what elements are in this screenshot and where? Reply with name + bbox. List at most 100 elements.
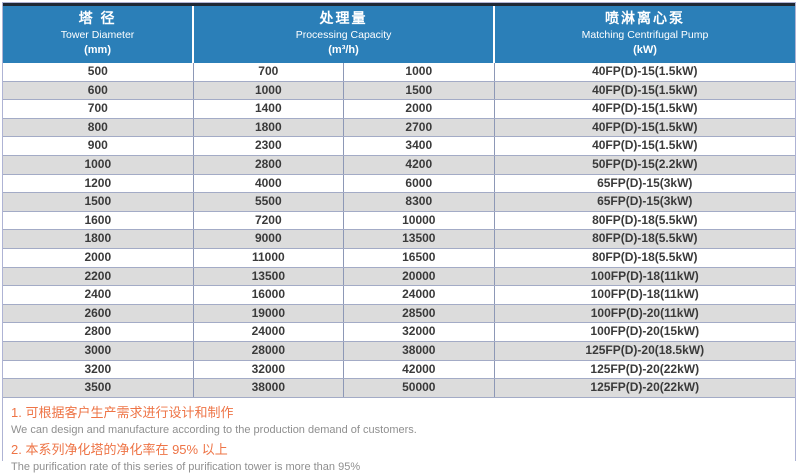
table-cell: 1400 (193, 99, 345, 119)
table-cell: 3200 (3, 360, 194, 380)
table-row: 1600 7200 10000 80FP(D)-18(5.5kW) (3, 211, 795, 231)
table-cell: 2300 (193, 136, 345, 156)
table-cell: 13500 (343, 229, 495, 249)
header-tower-diameter-unit: (mm) (84, 44, 111, 56)
table-row: 800 1800 2700 40FP(D)-15(1.5kW) (3, 118, 795, 138)
table-cell: 40FP(D)-15(1.5kW) (494, 63, 795, 82)
table-cell: 1800 (193, 118, 345, 138)
table-cell: 5500 (193, 192, 345, 212)
note-2-en: The purification rate of this series of … (11, 460, 361, 473)
note-1-en: We can design and manufacture according … (11, 423, 417, 436)
table-cell: 2600 (3, 304, 194, 324)
table-row: 1200 4000 6000 65FP(D)-15(3kW) (3, 174, 795, 194)
table-row: 2200 13500 20000 100FP(D)-18(11kW) (3, 267, 795, 287)
table-cell: 2200 (3, 267, 194, 287)
notes-section: 1. 可根据客户生产需求进行设计和制作 We can design and ma… (3, 397, 795, 474)
table-cell: 3500 (3, 378, 194, 398)
table-row: 1000 2800 4200 50FP(D)-15(2.2kW) (3, 155, 795, 175)
purification-tower-spec-table: 塔 径 Tower Diameter (mm) 处理量 Processing C… (3, 3, 795, 398)
table-cell: 80FP(D)-18(5.5kW) (494, 211, 795, 231)
header-centrifugal-pump-zh: 喷淋离心泵 (605, 10, 685, 26)
table-row: 700 1400 2000 40FP(D)-15(1.5kW) (3, 99, 795, 119)
table-cell: 40FP(D)-15(1.5kW) (494, 81, 795, 101)
header-tower-diameter: 塔 径 Tower Diameter (mm) (3, 3, 194, 63)
table-cell: 13500 (193, 267, 345, 287)
table-cell: 10000 (343, 211, 495, 231)
header-centrifugal-pump-unit: (kW) (633, 44, 657, 56)
table-cell: 100FP(D)-20(11kW) (494, 304, 795, 324)
table-cell: 600 (3, 81, 194, 101)
table-cell: 100FP(D)-18(11kW) (494, 285, 795, 305)
table-cell: 32000 (193, 360, 345, 380)
table-cell: 4000 (193, 174, 345, 194)
table-row: 2000 11000 16500 80FP(D)-18(5.5kW) (3, 248, 795, 268)
note-2-zh: 2. 本系列净化塔的净化率在 95% 以上 (11, 441, 228, 457)
header-processing-capacity: 处理量 Processing Capacity (m³/h) (192, 3, 495, 63)
note-2: 2. 本系列净化塔的净化率在 95% 以上 The purification r… (11, 442, 787, 474)
table-row: 2400 16000 24000 100FP(D)-18(11kW) (3, 285, 795, 305)
table-row: 2600 19000 28500 100FP(D)-20(11kW) (3, 304, 795, 324)
table-cell: 4200 (343, 155, 495, 175)
table-cell: 500 (3, 63, 194, 82)
table-cell: 40FP(D)-15(1.5kW) (494, 118, 795, 138)
table-cell: 28000 (193, 341, 345, 361)
table-cell: 80FP(D)-18(5.5kW) (494, 248, 795, 268)
table-row: 2800 24000 32000 100FP(D)-20(15kW) (3, 322, 795, 342)
table-body: 500 700 1000 40FP(D)-15(1.5kW) 600 1000 1500 40… (3, 63, 795, 398)
table-row: 3500 38000 50000 125FP(D)-20(22kW) (3, 378, 795, 398)
table-cell: 9000 (193, 229, 345, 249)
table-cell: 40FP(D)-15(1.5kW) (494, 136, 795, 156)
header-centrifugal-pump-en: Matching Centrifugal Pump (581, 29, 709, 41)
table-cell: 20000 (343, 267, 495, 287)
table-row: 600 1000 1500 40FP(D)-15(1.5kW) (3, 81, 795, 101)
note-1: 1. 可根据客户生产需求进行设计和制作 We can design and ma… (11, 405, 787, 437)
table-cell: 1800 (3, 229, 194, 249)
table-row: 500 700 1000 40FP(D)-15(1.5kW) (3, 63, 795, 82)
table-cell: 2700 (343, 118, 495, 138)
table-cell: 1000 (193, 81, 345, 101)
table-cell: 3400 (343, 136, 495, 156)
table-cell: 32000 (343, 322, 495, 342)
table-cell: 11000 (193, 248, 345, 268)
table-cell: 800 (3, 118, 194, 138)
table-cell: 16500 (343, 248, 495, 268)
table-cell: 900 (3, 136, 194, 156)
header-row: 塔 径 Tower Diameter (mm) 处理量 Processing C… (3, 3, 795, 63)
table-cell: 6000 (343, 174, 495, 194)
header-processing-capacity-zh: 处理量 (319, 10, 368, 26)
note-1-zh: 1. 可根据客户生产需求进行设计和制作 (11, 404, 234, 420)
table-cell: 65FP(D)-15(3kW) (494, 174, 795, 194)
table-cell: 125FP(D)-20(22kW) (494, 378, 795, 398)
table-row: 1500 5500 8300 65FP(D)-15(3kW) (3, 192, 795, 212)
table-row: 900 2300 3400 40FP(D)-15(1.5kW) (3, 136, 795, 156)
table-cell: 1000 (3, 155, 194, 175)
table-cell: 1200 (3, 174, 194, 194)
table-cell: 100FP(D)-20(15kW) (494, 322, 795, 342)
table-cell: 125FP(D)-20(22kW) (494, 360, 795, 380)
table-cell: 3000 (3, 341, 194, 361)
table-cell: 1600 (3, 211, 194, 231)
table-cell: 24000 (193, 322, 345, 342)
header-tower-diameter-en: Tower Diameter (60, 29, 135, 41)
table-row: 1800 9000 13500 80FP(D)-18(5.5kW) (3, 229, 795, 249)
header-processing-capacity-en: Processing Capacity (295, 29, 392, 41)
table-cell: 7200 (193, 211, 345, 231)
table-cell: 19000 (193, 304, 345, 324)
table-cell: 125FP(D)-20(18.5kW) (494, 341, 795, 361)
table-row: 3000 28000 38000 125FP(D)-20(18.5kW) (3, 341, 795, 361)
table-cell: 65FP(D)-15(3kW) (494, 192, 795, 212)
table-cell: 38000 (193, 378, 345, 398)
table-cell: 2800 (193, 155, 345, 175)
table-cell: 2000 (3, 248, 194, 268)
table-cell: 2400 (3, 285, 194, 305)
table-cell: 28500 (343, 304, 495, 324)
table-cell: 1500 (3, 192, 194, 212)
table-cell: 8300 (343, 192, 495, 212)
table-cell: 38000 (343, 341, 495, 361)
table-cell: 2800 (3, 322, 194, 342)
table-cell: 1000 (343, 63, 495, 82)
table-cell: 2000 (343, 99, 495, 119)
table-cell: 24000 (343, 285, 495, 305)
table-cell: 50FP(D)-15(2.2kW) (494, 155, 795, 175)
